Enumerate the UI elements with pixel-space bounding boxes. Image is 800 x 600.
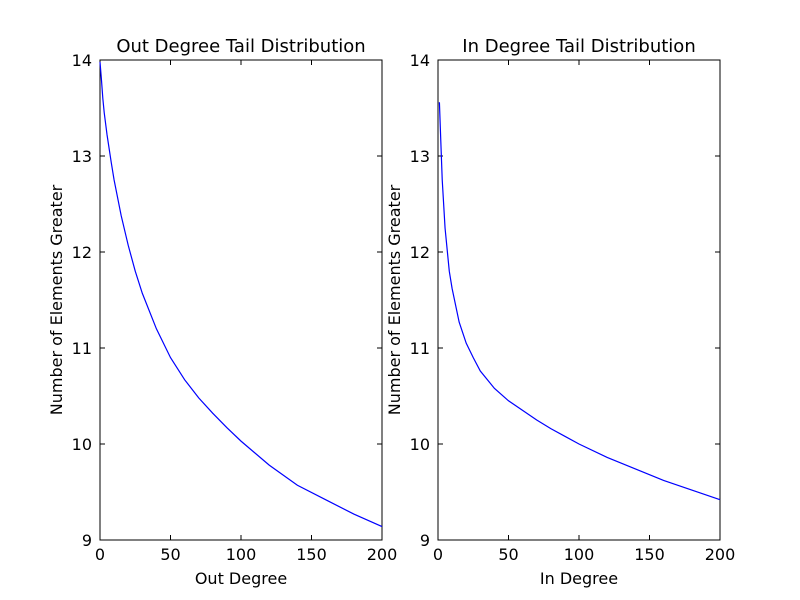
- y-tick-label: 12: [72, 243, 92, 262]
- x-tick-label: 200: [705, 545, 736, 564]
- series-line-1: [99, 61, 383, 528]
- plot-frame: [437, 59, 721, 541]
- y-axis-label: Number of Elements Greater: [47, 184, 66, 415]
- x-axis-label: Out Degree: [195, 569, 287, 588]
- series-line-1: [438, 102, 721, 501]
- chart-panel-1: Out Degree Tail Distribution 0 50 100 150 200…: [47, 36, 397, 588]
- y-tick-label: 9: [82, 531, 92, 550]
- x-tick-label: 0: [95, 545, 105, 564]
- y-tick-label: 12: [410, 243, 430, 262]
- x-tick-label: 50: [160, 545, 180, 564]
- y-tick-label: 11: [72, 339, 92, 358]
- y-tick-label: 13: [410, 147, 430, 166]
- x-tick-label: 150: [296, 545, 327, 564]
- chart-title: In Degree Tail Distribution: [462, 36, 695, 57]
- x-tick-label: 0: [433, 545, 443, 564]
- y-tick-label: 10: [72, 435, 92, 454]
- x-tick-label: 150: [634, 545, 665, 564]
- y-tick-label: 14: [72, 51, 92, 70]
- x-tick-label: 200: [367, 545, 398, 564]
- y-tick-label: 11: [410, 339, 430, 358]
- x-axis-label: In Degree: [540, 569, 618, 588]
- x-tick-label: 100: [226, 545, 257, 564]
- chart-title: Out Degree Tail Distribution: [116, 36, 365, 57]
- y-tick-label: 14: [410, 51, 430, 70]
- chart-panel-2: In Degree Tail Distribution 0 50 100 150 200 9…: [385, 36, 735, 588]
- x-tick-label: 100: [564, 545, 595, 564]
- x-tick-label: 50: [498, 545, 518, 564]
- y-axis-label: Number of Elements Greater: [385, 184, 404, 415]
- plot-frame: [99, 59, 383, 541]
- y-tick-label: 9: [420, 531, 430, 550]
- y-tick-label: 13: [72, 147, 92, 166]
- y-tick-label: 10: [410, 435, 430, 454]
